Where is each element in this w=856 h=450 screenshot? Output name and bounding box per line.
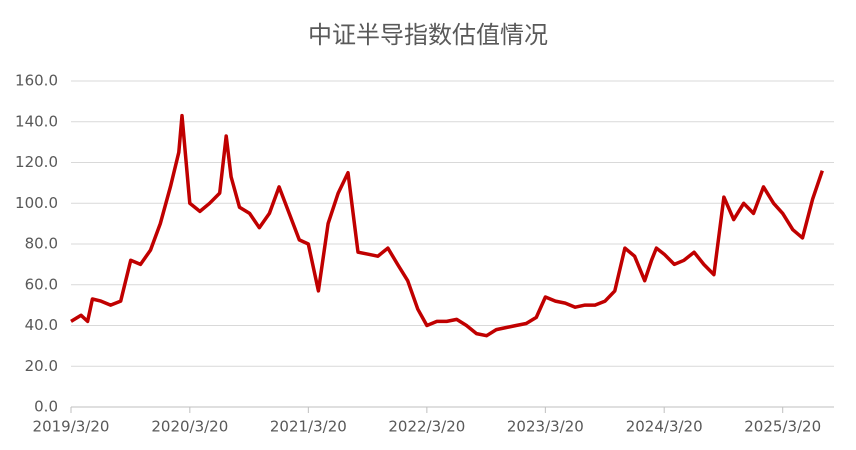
y-tick-label: 60.0	[25, 275, 58, 293]
y-tick-label: 100.0	[15, 194, 58, 212]
x-tick-label: 2022/3/20	[388, 418, 465, 436]
x-tick-label: 2019/3/20	[33, 418, 110, 436]
chart-title: 中证半导指数估值情况	[308, 21, 548, 49]
x-tick-label: 2020/3/20	[151, 418, 228, 436]
y-tick-label: 40.0	[25, 316, 58, 334]
y-tick-label: 20.0	[25, 357, 58, 375]
y-tick-label: 140.0	[15, 112, 58, 130]
y-tick-label: 0.0	[34, 398, 58, 416]
x-tick-label: 2024/3/20	[626, 418, 703, 436]
x-tick-label: 2021/3/20	[270, 418, 347, 436]
y-tick-label: 120.0	[15, 153, 58, 171]
y-tick-label: 160.0	[15, 72, 58, 90]
x-tick-label: 2023/3/20	[507, 418, 584, 436]
series-line	[70, 113, 824, 338]
x-tick-label: 2025/3/20	[744, 418, 821, 436]
y-tick-label: 80.0	[25, 235, 58, 253]
